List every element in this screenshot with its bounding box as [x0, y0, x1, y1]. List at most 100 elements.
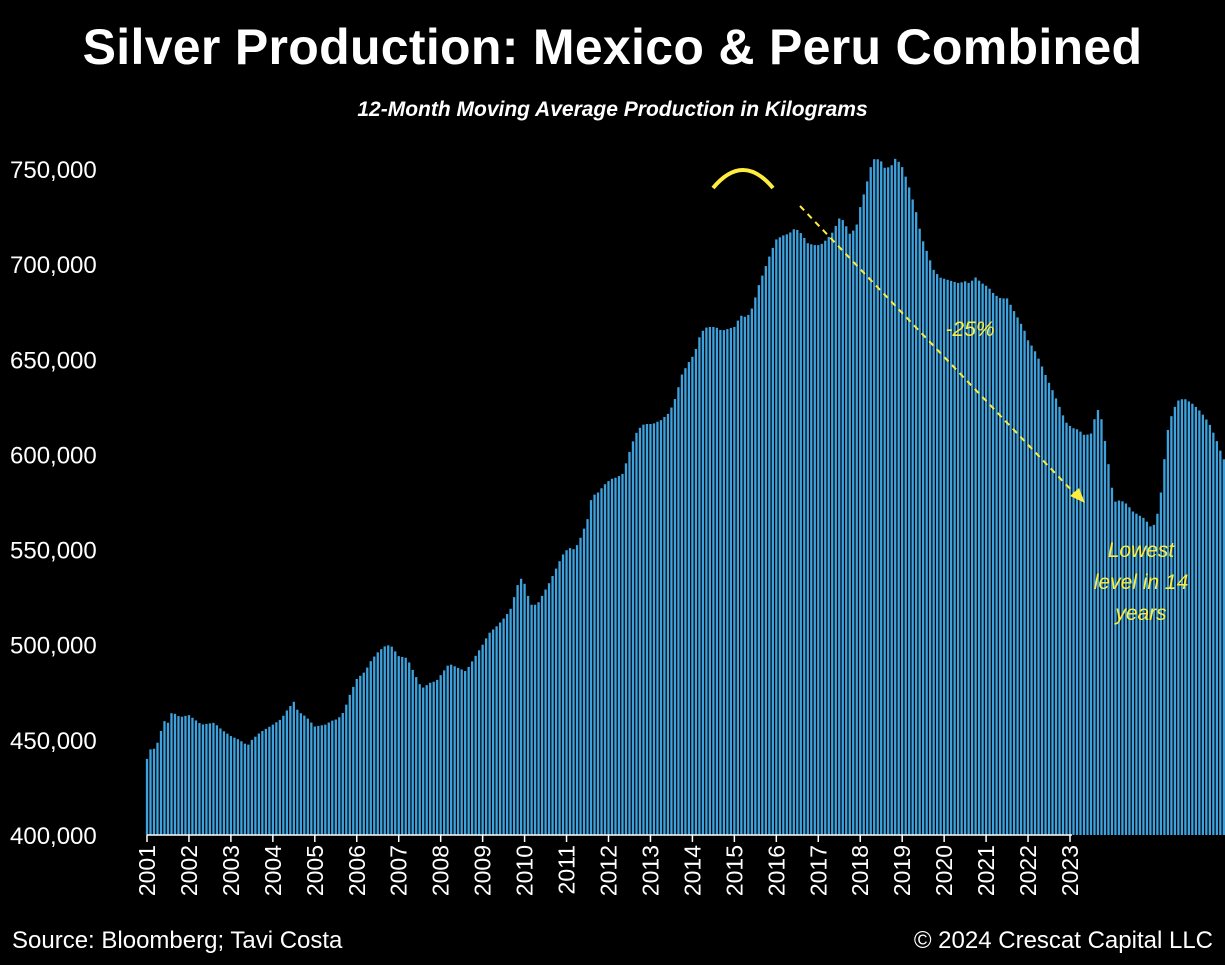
bar [369, 661, 372, 835]
bar [956, 282, 960, 836]
bar [450, 664, 453, 835]
bar [890, 165, 893, 836]
bar [705, 327, 708, 835]
annotations: -25% Lowest level in 14 years [711, 168, 1188, 625]
bar [596, 492, 600, 835]
bar [1082, 434, 1086, 835]
bar [1177, 400, 1180, 835]
bar [1163, 459, 1166, 835]
y-tick-label: 600,000 [10, 442, 97, 469]
x-tick-label: 2006 [344, 845, 370, 896]
bar [1107, 464, 1110, 835]
bar [348, 694, 351, 835]
bar [960, 282, 963, 836]
bar [310, 722, 313, 835]
y-tick-label: 700,000 [10, 252, 97, 279]
x-tick-label: 2023 [1057, 845, 1083, 896]
bar [817, 245, 820, 835]
bar [159, 730, 163, 835]
y-tick-label: 450,000 [10, 728, 97, 755]
bar [1026, 340, 1030, 835]
bar [1089, 433, 1093, 835]
bar [1114, 501, 1117, 835]
bar [631, 441, 635, 835]
bar-series [145, 158, 1225, 836]
bar [271, 724, 275, 835]
bar [376, 652, 379, 835]
bar [589, 500, 593, 835]
bar [946, 279, 949, 835]
x-tick-label: 2021 [973, 845, 999, 896]
bar [719, 329, 722, 835]
bar [429, 682, 432, 835]
chart-subtitle: 12-Month Moving Average Production in Ki… [357, 98, 868, 121]
bar [761, 275, 764, 836]
bar [331, 720, 334, 835]
bar [991, 292, 995, 835]
bar [180, 716, 184, 835]
bar [967, 282, 970, 835]
bar [673, 399, 677, 835]
bar [338, 717, 341, 835]
bar [240, 741, 243, 835]
bar [205, 723, 208, 835]
bar [831, 232, 834, 836]
decline-trend-arrow [799, 205, 1078, 497]
bar [477, 650, 481, 835]
bar [652, 423, 656, 835]
bar [939, 277, 942, 835]
bar [156, 742, 159, 835]
x-tick-label: 2013 [637, 845, 663, 896]
bar [894, 158, 897, 835]
bar [572, 549, 575, 835]
source-note: Source: Bloomberg; Tavi Costa [12, 927, 343, 954]
bar [694, 348, 698, 835]
bar [422, 687, 425, 835]
bar [922, 241, 925, 835]
bar [600, 488, 603, 835]
bar [306, 718, 309, 835]
x-tick-label: 2009 [470, 845, 496, 896]
bar [1222, 459, 1225, 835]
bar [1037, 358, 1040, 835]
bar [226, 733, 229, 835]
bar [187, 715, 191, 835]
bar [439, 675, 442, 835]
bar [908, 187, 911, 836]
bar [327, 722, 330, 835]
bar [855, 224, 858, 835]
bar [523, 583, 526, 835]
bar [1103, 440, 1107, 835]
bar [201, 724, 205, 835]
bar [509, 608, 512, 835]
bar [1128, 507, 1131, 835]
y-tick-label: 550,000 [10, 538, 97, 565]
bar [1110, 487, 1114, 835]
bar [366, 667, 369, 835]
bar [904, 176, 907, 835]
bar [1023, 330, 1026, 835]
bar [757, 285, 760, 836]
bar [1215, 441, 1218, 835]
bar [247, 744, 250, 835]
bar [495, 626, 498, 835]
lowest-level-note-line-3: years [1113, 602, 1167, 625]
bar [628, 451, 631, 835]
bar [1205, 419, 1208, 835]
bar [1096, 410, 1100, 835]
bar [929, 260, 932, 835]
bar [359, 675, 362, 835]
bar [292, 701, 295, 835]
bar [607, 481, 610, 835]
x-tick-label: 2010 [512, 845, 538, 896]
bar [740, 315, 743, 835]
bar [387, 645, 390, 835]
x-tick-label: 2003 [218, 845, 244, 896]
bar [810, 244, 813, 836]
bar [1033, 351, 1037, 835]
decline-arrow-head [1070, 488, 1085, 503]
bar [949, 280, 953, 835]
bar [397, 656, 400, 835]
bar [408, 662, 411, 835]
bar [1072, 428, 1075, 835]
